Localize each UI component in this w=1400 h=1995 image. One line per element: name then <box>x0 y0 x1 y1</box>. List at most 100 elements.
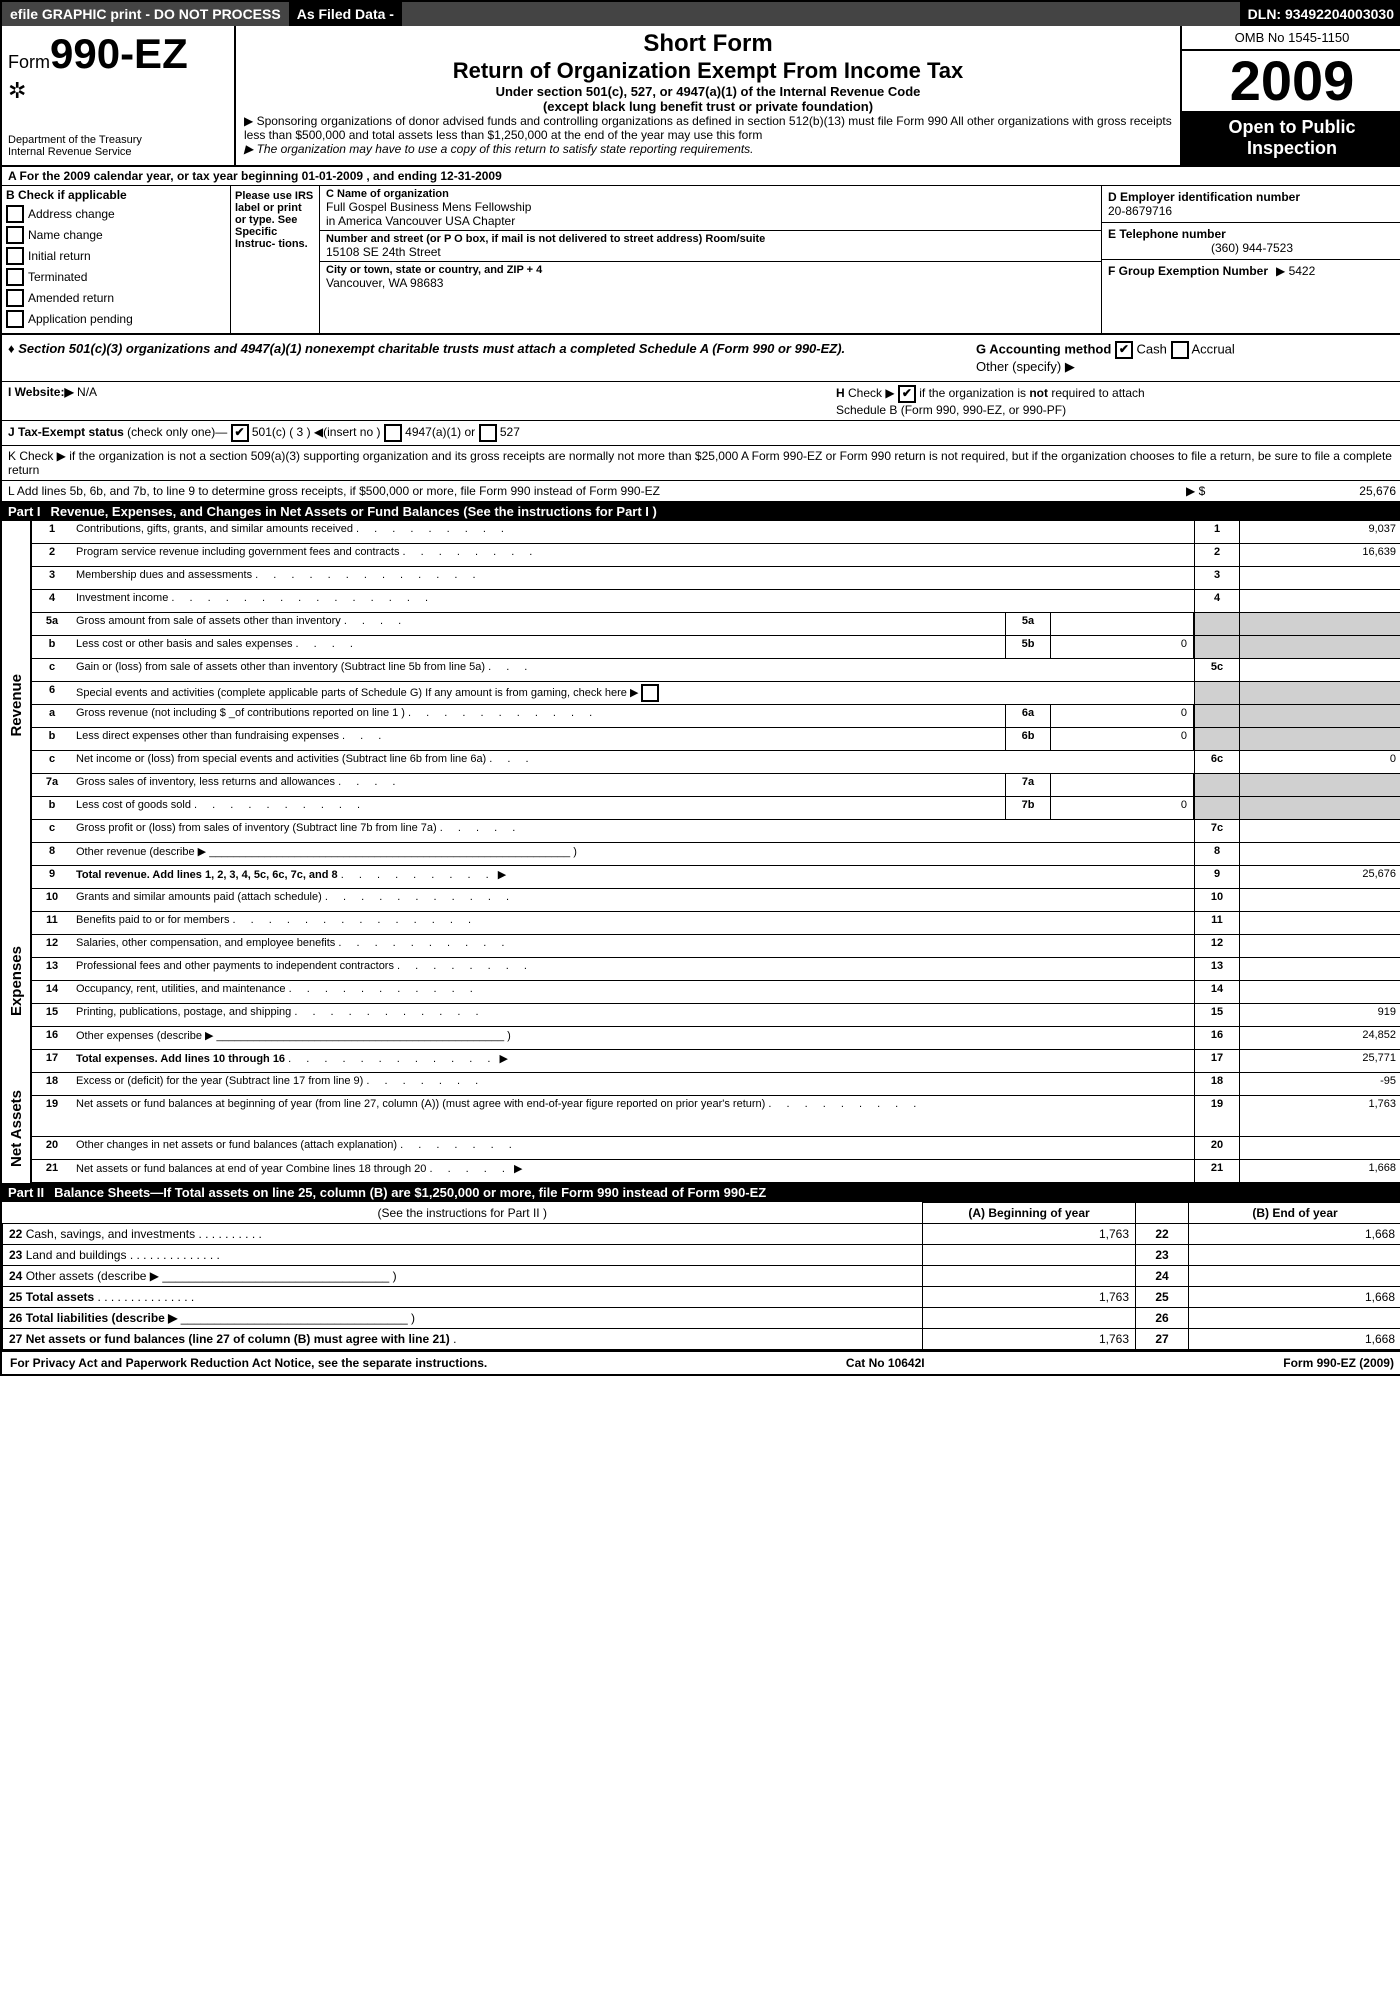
subtitle-2: (except black lung benefit trust or priv… <box>244 99 1172 114</box>
top-bar: efile GRAPHIC print - DO NOT PROCESS As … <box>2 2 1400 26</box>
footer-mid: Cat No 10642I <box>846 1356 925 1370</box>
short-form: Short Form <box>244 30 1172 58</box>
d-label: D Employer identification number <box>1108 190 1396 204</box>
checkbox-terminated[interactable] <box>6 268 24 286</box>
city-label: City or town, state or country, and ZIP … <box>326 264 1095 276</box>
line21-value: 1,668 <box>1239 1160 1400 1182</box>
part1-header: Part I Revenue, Expenses, and Changes in… <box>2 502 1400 521</box>
header-left: Form990-EZ ✲ Department of the Treasury … <box>2 26 236 165</box>
checkbox-527[interactable] <box>479 424 497 442</box>
org-name-1: Full Gospel Business Mens Fellowship <box>326 200 1095 214</box>
k-line: K Check ▶ if the organization is not a s… <box>2 446 1400 481</box>
phone-value: (360) 944-7523 <box>1108 241 1396 255</box>
col-b-title: B Check if applicable <box>6 188 226 202</box>
dept-treasury: Department of the Treasury <box>8 134 228 146</box>
part2-instr: (See the instructions for Part II ) <box>3 1203 923 1224</box>
group-exemption-value: ▶ 5422 <box>1276 264 1315 278</box>
checkbox-501c[interactable] <box>231 424 249 442</box>
line16-value: 24,852 <box>1239 1027 1400 1049</box>
r23-b <box>1189 1245 1400 1266</box>
r24-a <box>923 1266 1136 1287</box>
checkbox-amended[interactable] <box>6 289 24 307</box>
footer-left: For Privacy Act and Paperwork Reduction … <box>10 1356 487 1370</box>
r26-a <box>923 1308 1136 1329</box>
netassets-label: Net Assets <box>2 1073 32 1183</box>
checkbox-4947[interactable] <box>384 424 402 442</box>
line7b-value: 0 <box>1051 797 1194 819</box>
checkbox-gaming[interactable] <box>641 684 659 702</box>
line5b-value: 0 <box>1051 636 1194 658</box>
r24-b <box>1189 1266 1400 1287</box>
tax-year: 2009 <box>1182 51 1400 111</box>
r27-b: 1,668 <box>1189 1329 1400 1350</box>
line19-value: 1,763 <box>1239 1096 1400 1136</box>
e-label: E Telephone number <box>1108 227 1396 241</box>
expenses-label: Expenses <box>2 889 32 1073</box>
f-label: F Group Exemption Number <box>1108 264 1268 278</box>
checkbox-h[interactable] <box>898 385 916 403</box>
org-name-2: in America Vancouver USA Chapter <box>326 214 1095 228</box>
form-page: efile GRAPHIC print - DO NOT PROCESS As … <box>0 0 1400 1376</box>
line7a-value <box>1051 774 1194 796</box>
r25-a: 1,763 <box>923 1287 1136 1308</box>
line11-value <box>1239 912 1400 934</box>
line5c-value <box>1239 659 1400 681</box>
checkbox-cash[interactable] <box>1115 341 1133 359</box>
g-accounting: G Accounting method Cash Accrual Other (… <box>976 341 1396 375</box>
line6a-value: 0 <box>1051 705 1194 727</box>
r26-b <box>1189 1308 1400 1329</box>
col-c: C Name of organization Full Gospel Busin… <box>320 186 1101 333</box>
line9-value: 25,676 <box>1239 866 1400 888</box>
line12-value <box>1239 935 1400 957</box>
h-check: H Check ▶ if the organization is not req… <box>836 385 1396 417</box>
dln-label: DLN: 93492204003030 <box>1240 2 1400 26</box>
col-b-header: (B) End of year <box>1189 1203 1400 1224</box>
line7c-value <box>1239 820 1400 842</box>
j-line: J Tax-Exempt status (check only one)— 50… <box>2 421 1400 446</box>
satisfy-line: ▶ The organization may have to use a cop… <box>244 142 1172 156</box>
netassets-body: Net Assets 18Excess or (deficit) for the… <box>2 1073 1400 1183</box>
l-line: L Add lines 5b, 6b, and 7b, to line 9 to… <box>2 481 1400 502</box>
line1-value: 9,037 <box>1239 521 1400 543</box>
line10-value <box>1239 889 1400 911</box>
col-b: B Check if applicable Address change Nam… <box>2 186 231 333</box>
checkbox-name-change[interactable] <box>6 226 24 244</box>
line8-value <box>1239 843 1400 865</box>
checkbox-initial-return[interactable] <box>6 247 24 265</box>
section-501-row: ♦ Section 501(c)(3) organizations and 49… <box>2 335 1400 382</box>
sponsor-line: ▶ Sponsoring organizations of donor advi… <box>244 114 1172 142</box>
line2-value: 16,639 <box>1239 544 1400 566</box>
expenses-body: Expenses 10Grants and similar amounts pa… <box>2 889 1400 1073</box>
checkbox-address-change[interactable] <box>6 205 24 223</box>
header-mid: Short Form Return of Organization Exempt… <box>236 26 1180 165</box>
line13-value <box>1239 958 1400 980</box>
form-number: 990-EZ <box>50 30 188 77</box>
r23-a <box>923 1245 1136 1266</box>
line6b-value: 0 <box>1051 728 1194 750</box>
website-row: I Website:▶ N/A H Check ▶ if the organiz… <box>2 382 1400 421</box>
main-title: Return of Organization Exempt From Incom… <box>244 58 1172 84</box>
checkbox-application-pending[interactable] <box>6 310 24 328</box>
line17-value: 25,771 <box>1239 1050 1400 1072</box>
omb-number: OMB No 1545-1150 <box>1182 26 1400 51</box>
r25-b: 1,668 <box>1189 1287 1400 1308</box>
header-right: OMB No 1545-1150 2009 Open to Public Ins… <box>1180 26 1400 165</box>
col-a-header: (A) Beginning of year <box>923 1203 1136 1224</box>
l-text: L Add lines 5b, 6b, and 7b, to line 9 to… <box>8 484 1186 498</box>
footer: For Privacy Act and Paperwork Reduction … <box>2 1350 1400 1374</box>
org-info-section: B Check if applicable Address change Nam… <box>2 186 1400 335</box>
form-prefix: Form <box>8 52 50 72</box>
efile-label: efile GRAPHIC print - DO NOT PROCESS <box>2 2 289 26</box>
checkbox-accrual[interactable] <box>1171 341 1189 359</box>
city-value: Vancouver, WA 98683 <box>326 276 1095 290</box>
recycle-icon: ✲ <box>8 78 228 104</box>
r27-a: 1,763 <box>923 1329 1136 1350</box>
open-public: Open to Public Inspection <box>1182 111 1400 165</box>
col-instructions: Please use IRS label or print or type. S… <box>231 186 320 333</box>
l-arrow: ▶ $ <box>1186 484 1246 498</box>
line3-value <box>1239 567 1400 589</box>
line18-value: -95 <box>1239 1073 1400 1095</box>
header: Form990-EZ ✲ Department of the Treasury … <box>2 26 1400 167</box>
line5a-value <box>1051 613 1194 635</box>
col-right: D Employer identification number 20-8679… <box>1101 186 1400 333</box>
